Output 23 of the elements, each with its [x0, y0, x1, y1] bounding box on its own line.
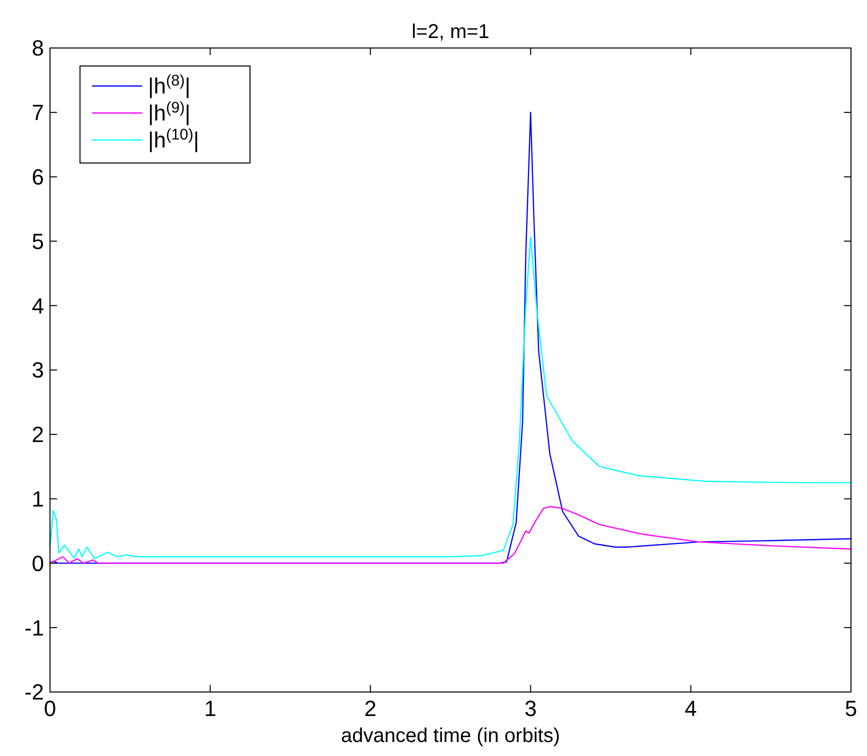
x-axis-title: advanced time (in orbits) — [341, 725, 560, 747]
x-tick-label: 2 — [364, 696, 377, 721]
legend-label: |h$^{(10)}$| — [148, 126, 200, 153]
y-tick-label: -2 — [24, 680, 44, 705]
chart-title: l=2, m=1 — [412, 21, 490, 43]
x-tick-label: 3 — [524, 696, 537, 721]
y-tick-label: 5 — [32, 228, 44, 254]
y-tick-label: 1 — [32, 486, 44, 512]
y-tick-label: 6 — [32, 164, 44, 190]
y-tick-label: 8 — [32, 36, 44, 61]
y-tick-label: -1 — [24, 615, 44, 640]
y-tick-label: 0 — [32, 550, 44, 576]
y-tick-label: 7 — [32, 100, 44, 126]
line-series — [49, 236, 852, 560]
x-tick-label: 5 — [844, 696, 858, 721]
legend-label: |h$^{(8)}$| — [148, 72, 190, 99]
x-tick-label: 4 — [684, 696, 697, 721]
y-tick-label: 3 — [32, 358, 44, 383]
legend-label: |h$^{(9)}$| — [148, 99, 190, 126]
x-tick-label: 1 — [204, 696, 216, 721]
line-series — [49, 506, 852, 564]
y-tick-label: 2 — [32, 422, 44, 448]
y-tick-label: 4 — [32, 293, 44, 318]
